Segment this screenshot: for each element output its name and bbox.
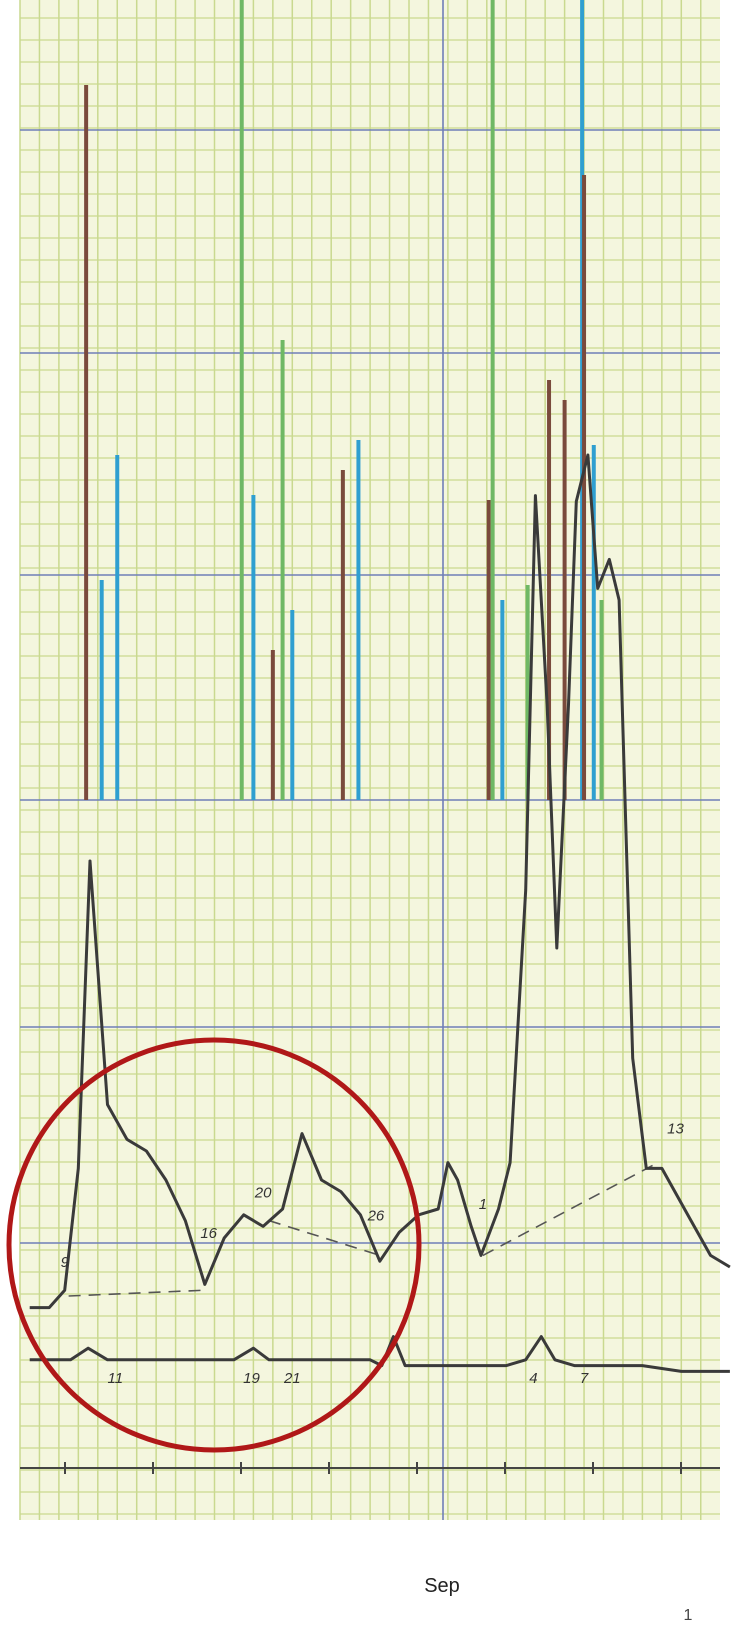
x-axis (20, 1462, 720, 1474)
annotation-label: 20 (254, 1184, 272, 1201)
annotation-label: 21 (283, 1370, 301, 1387)
annotation-label: 4 (529, 1370, 537, 1387)
dashed-connectors (68, 1161, 659, 1297)
minor-gridlines (19, 0, 720, 1520)
annotation-label: 16 (200, 1225, 217, 1242)
annotation-label: 19 (243, 1370, 260, 1387)
highlight-circle (6, 1037, 422, 1453)
dashed-connector (482, 1161, 659, 1257)
dashed-connector (68, 1289, 205, 1297)
page-number: 1 (684, 1607, 693, 1624)
annotation-label: 11 (108, 1370, 124, 1387)
annotation-label: 26 (367, 1208, 385, 1225)
x-axis-label: Sep (424, 1575, 460, 1597)
annotation-label: 13 (667, 1121, 684, 1138)
annotation-labels: 9 16 20 26 1 13 11 19 21 4 7 (61, 1121, 685, 1387)
annotation-label: 7 (580, 1370, 589, 1387)
upper-line-series (29, 453, 731, 1310)
annotation-label: 1 (479, 1196, 487, 1213)
annotation-label: 9 (61, 1254, 70, 1271)
